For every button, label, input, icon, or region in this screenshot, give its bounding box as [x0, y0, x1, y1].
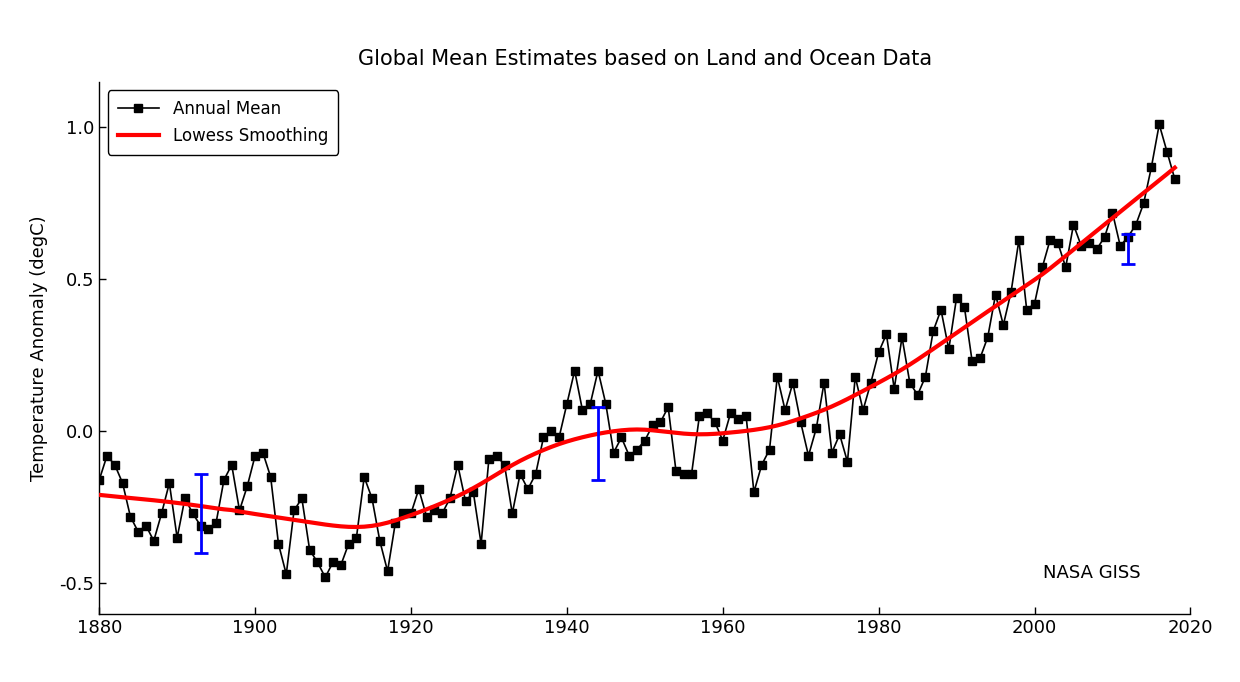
- Lowess Smoothing: [99, 492, 114, 500]
- Annual Mean: [1159, 148, 1174, 156]
- Annual Mean: [785, 379, 800, 387]
- Annual Mean: [108, 461, 123, 469]
- Lowess Smoothing: [661, 428, 676, 436]
- Lowess Smoothing: [92, 491, 107, 499]
- Line: Lowess Smoothing: Lowess Smoothing: [99, 168, 1174, 527]
- Annual Mean: [1167, 175, 1182, 183]
- Lowess Smoothing: [708, 430, 723, 438]
- Annual Mean: [99, 451, 114, 460]
- Lowess Smoothing: [785, 417, 800, 425]
- Title: Global Mean Estimates based on Land and Ocean Data: Global Mean Estimates based on Land and …: [357, 49, 932, 69]
- Lowess Smoothing: [1167, 164, 1182, 172]
- Annual Mean: [708, 418, 723, 426]
- Y-axis label: Temperature Anomaly (degC): Temperature Anomaly (degC): [30, 215, 48, 481]
- Annual Mean: [317, 574, 332, 582]
- Lowess Smoothing: [348, 523, 363, 531]
- Lowess Smoothing: [108, 492, 123, 501]
- Legend: Annual Mean, Lowess Smoothing: Annual Mean, Lowess Smoothing: [108, 90, 339, 155]
- Text: NASA GISS: NASA GISS: [1043, 564, 1141, 582]
- Lowess Smoothing: [1152, 176, 1167, 184]
- Annual Mean: [92, 476, 107, 484]
- Annual Mean: [1152, 120, 1167, 128]
- Line: Annual Mean: Annual Mean: [95, 120, 1179, 582]
- Annual Mean: [661, 403, 676, 411]
